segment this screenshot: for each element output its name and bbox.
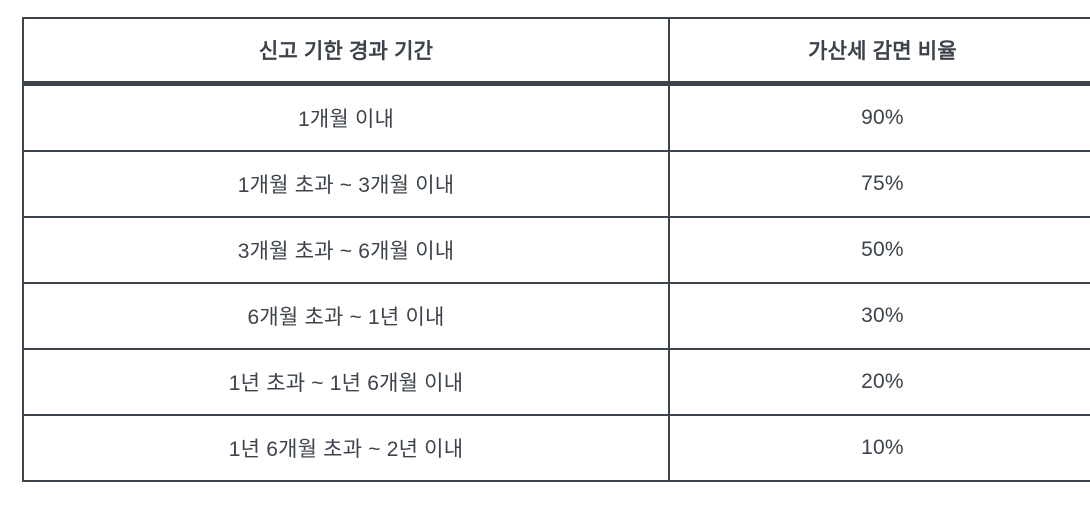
cell-rate: 50% [668, 216, 1090, 284]
cell-period: 1개월 초과 ~ 3개월 이내 [22, 150, 670, 218]
cell-period: 1년 6개월 초과 ~ 2년 이내 [22, 414, 670, 482]
table-row: 1년 6개월 초과 ~ 2년 이내 10% [22, 414, 1090, 482]
cell-rate: 10% [668, 414, 1090, 482]
cell-rate: 30% [668, 282, 1090, 350]
cell-rate: 75% [668, 150, 1090, 218]
cell-rate: 20% [668, 348, 1090, 416]
penalty-reduction-table: 신고 기한 경과 기간 가산세 감면 비율 1개월 이내 90% 1개월 초과 … [22, 17, 1090, 482]
cell-period: 1년 초과 ~ 1년 6개월 이내 [22, 348, 670, 416]
header-row: 신고 기한 경과 기간 가산세 감면 비율 [22, 17, 1090, 86]
cell-period: 3개월 초과 ~ 6개월 이내 [22, 216, 670, 284]
table-row: 6개월 초과 ~ 1년 이내 30% [22, 282, 1090, 350]
cell-rate: 90% [668, 82, 1090, 152]
cell-period: 6개월 초과 ~ 1년 이내 [22, 282, 670, 350]
table-row: 3개월 초과 ~ 6개월 이내 50% [22, 216, 1090, 284]
table-row: 1년 초과 ~ 1년 6개월 이내 20% [22, 348, 1090, 416]
table-row: 1개월 초과 ~ 3개월 이내 75% [22, 150, 1090, 218]
cell-period: 1개월 이내 [22, 82, 670, 152]
table-body: 1개월 이내 90% 1개월 초과 ~ 3개월 이내 75% 3개월 초과 ~ … [22, 82, 1090, 482]
header-cell-rate: 가산세 감면 비율 [668, 17, 1090, 86]
table-header: 신고 기한 경과 기간 가산세 감면 비율 [22, 17, 1090, 86]
table-row: 1개월 이내 90% [22, 82, 1090, 152]
header-cell-period: 신고 기한 경과 기간 [22, 17, 670, 86]
